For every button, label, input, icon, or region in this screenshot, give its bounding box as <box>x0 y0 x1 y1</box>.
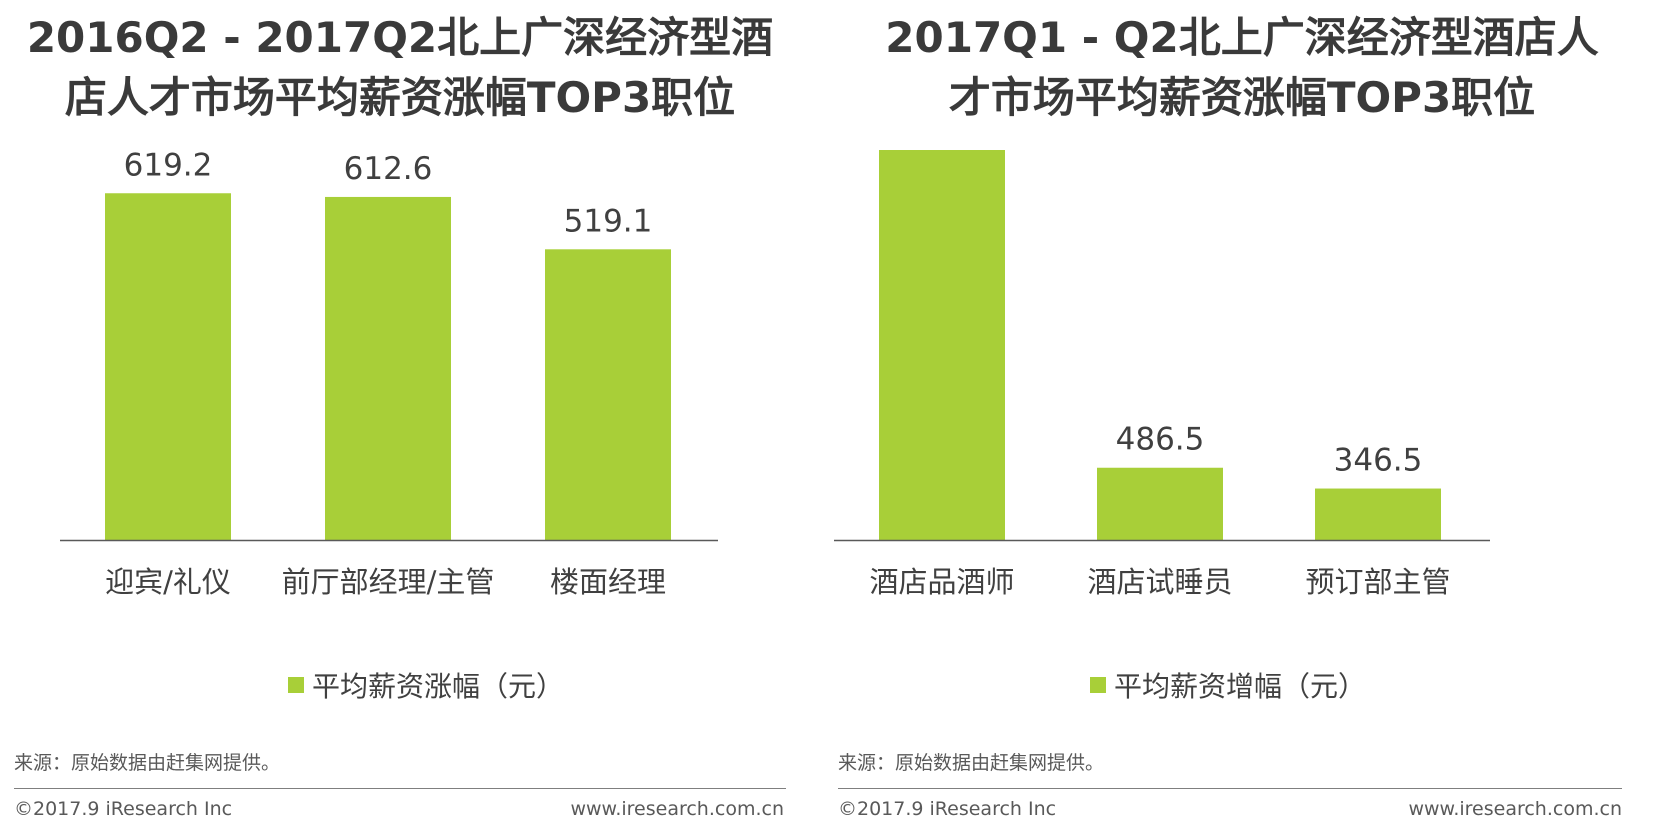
data-label: 612.6 <box>344 151 433 187</box>
chart-title-line: 才市场平均薪资涨幅TOP3职位 <box>948 73 1536 122</box>
chart-title-right: 2017Q1 - Q2北上广深经济型酒店人 才市场平均薪资涨幅TOP3职位 <box>830 8 1654 128</box>
chart-title-line: 2017Q1 - Q2北上广深经济型酒店人 <box>885 13 1599 62</box>
chart-panel-right: 2017Q1 - Q2北上广深经济型酒店人 才市场平均薪资涨幅TOP3职位 28… <box>830 0 1654 833</box>
copyright-right: ©2017.9 iResearch Inc <box>838 798 1057 820</box>
source-note-right: 来源：原始数据由赶集网提供。 <box>838 752 1105 774</box>
bar-2 <box>325 196 451 540</box>
website-right: www.iresearch.com.cn <box>1408 798 1622 820</box>
data-label: 486.5 <box>1116 422 1205 458</box>
category-label: 酒店试睡员 <box>1087 565 1232 599</box>
website-left: www.iresearch.com.cn <box>570 798 784 820</box>
legend-label: 平均薪资增幅（元） <box>1114 670 1367 703</box>
chart-title-line: 店人才市场平均薪资涨幅TOP3职位 <box>64 73 736 122</box>
data-label: 619.2 <box>124 150 213 183</box>
legend-swatch <box>288 677 304 693</box>
bar-chart-left: 619.2 迎宾/礼仪 612.6 前厅部经理/主管 519.1 楼面经理 <box>60 150 718 599</box>
chart-title-left: 2016Q2 - 2017Q2北上广深经济型酒 店人才市场平均薪资涨幅TOP3职… <box>0 8 800 128</box>
source-note-left: 来源：原始数据由赶集网提供。 <box>14 752 281 774</box>
footer-divider-right <box>838 788 1622 789</box>
copyright-left: ©2017.9 iResearch Inc <box>14 798 233 820</box>
chart-panel-left: 2016Q2 - 2017Q2北上广深经济型酒 店人才市场平均薪资涨幅TOP3职… <box>0 0 800 833</box>
bar-1 <box>879 150 1005 540</box>
chart-title-line: 2016Q2 - 2017Q2北上广深经济型酒 <box>26 13 774 62</box>
bar-3 <box>1315 488 1441 540</box>
legend-swatch <box>1090 677 1106 693</box>
bar-1 <box>105 193 231 541</box>
bar-3 <box>545 249 671 540</box>
category-label: 酒店品酒师 <box>869 565 1014 599</box>
data-label: 346.5 <box>1334 443 1423 479</box>
footer-divider-left <box>14 788 786 789</box>
category-label: 楼面经理 <box>550 565 666 599</box>
data-label: 519.1 <box>564 203 653 239</box>
bar-2 <box>1097 467 1223 540</box>
category-label: 前厅部经理/主管 <box>282 565 495 599</box>
category-label: 迎宾/礼仪 <box>105 565 231 599</box>
legend-left: 平均薪资涨幅（元） <box>288 665 564 705</box>
category-label: 预订部主管 <box>1305 565 1450 599</box>
legend-label: 平均薪资涨幅（元） <box>312 670 565 703</box>
legend-right: 平均薪资增幅（元） <box>1090 665 1366 705</box>
